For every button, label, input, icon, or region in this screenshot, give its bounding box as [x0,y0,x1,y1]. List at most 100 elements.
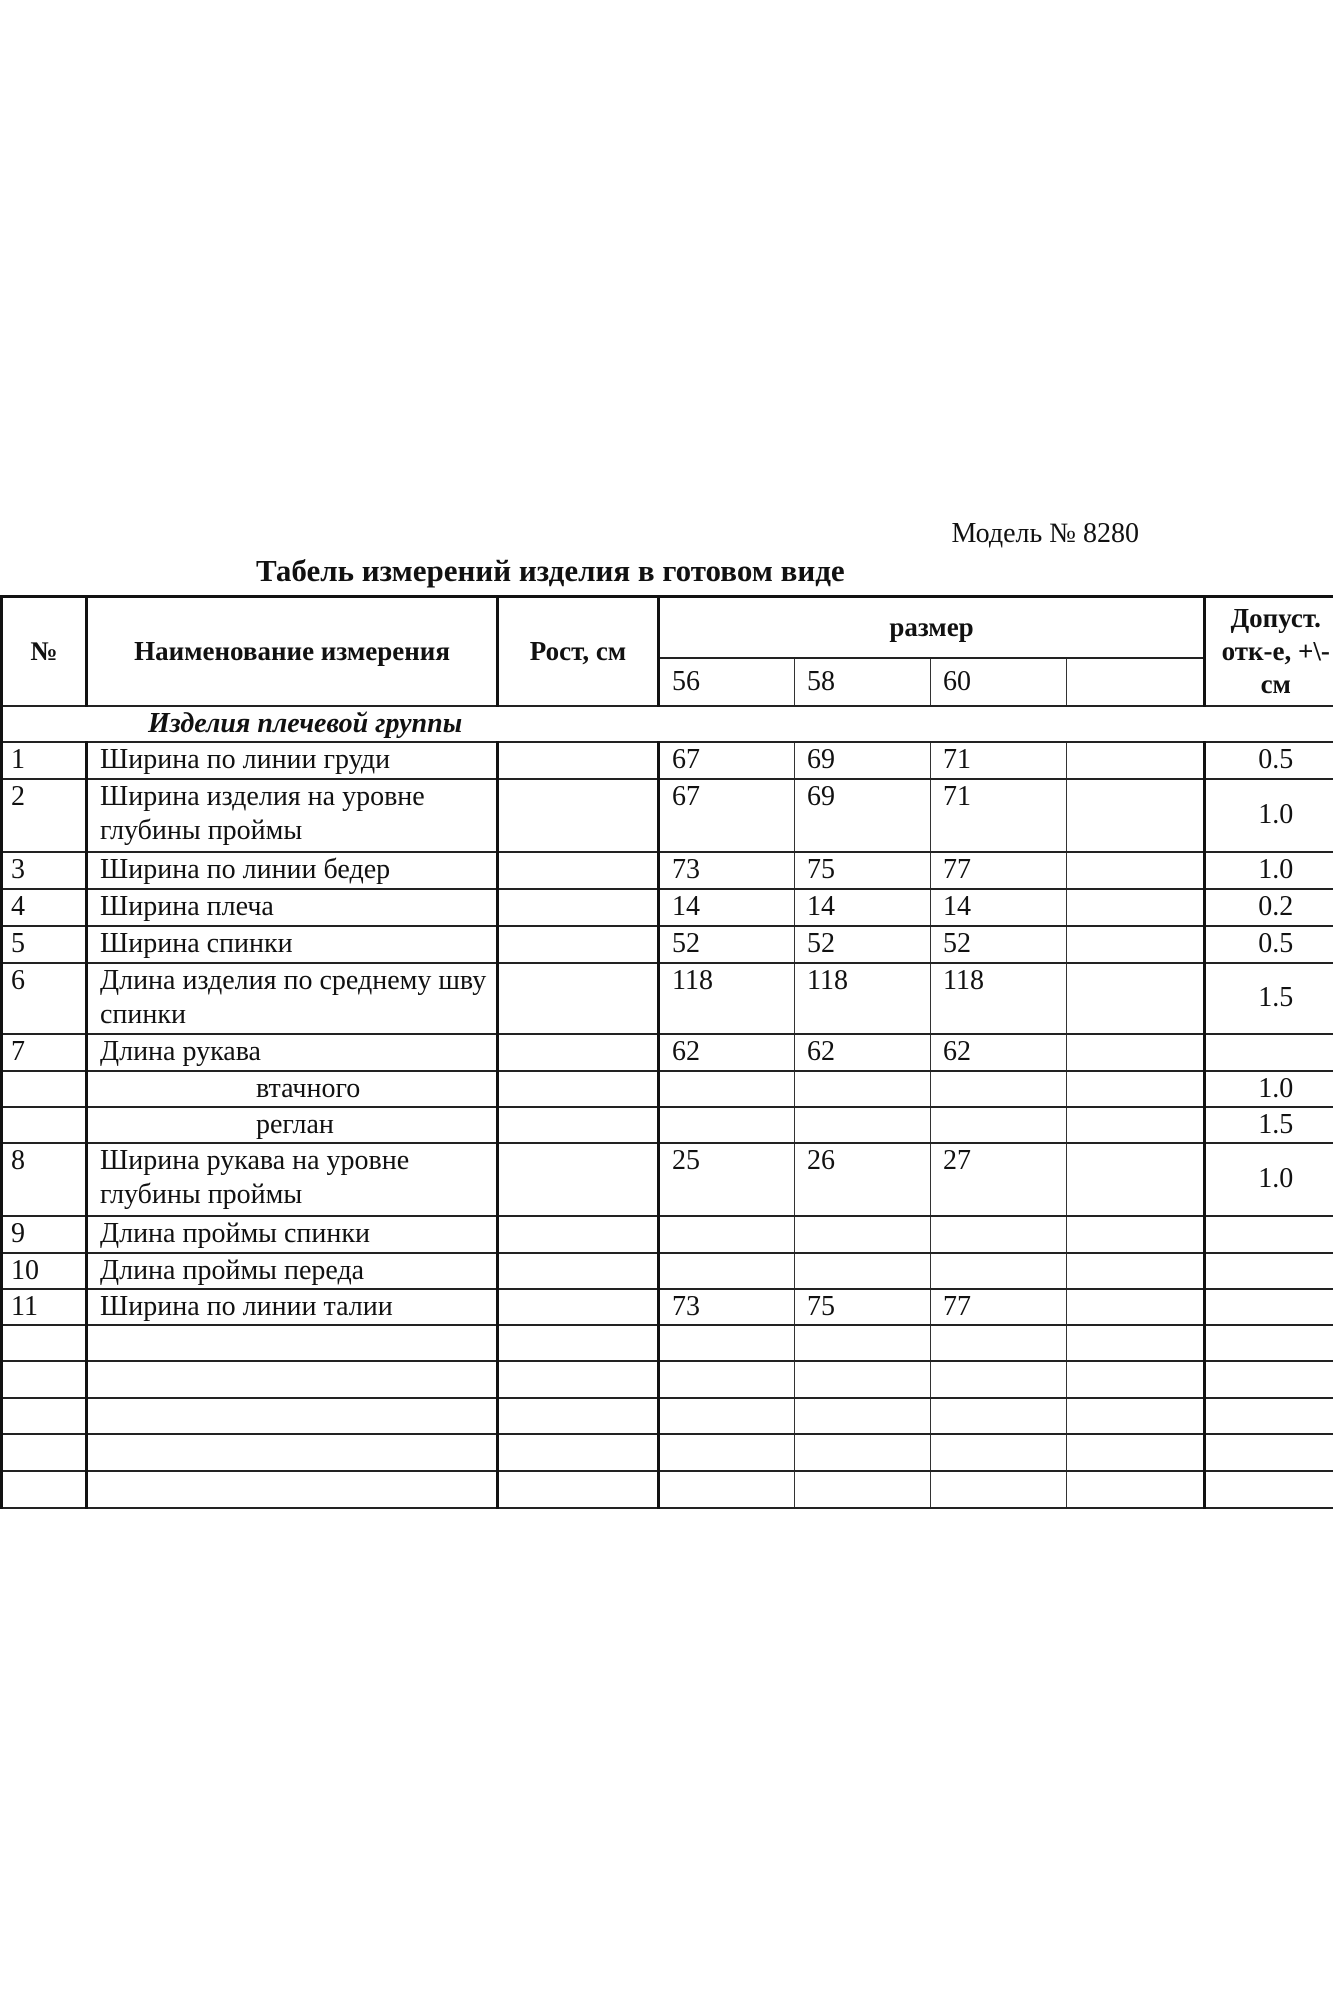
height-cell [496,1141,660,1217]
row-number: 3 [0,850,88,890]
tolerance-value [1203,1032,1333,1072]
height-cell [496,1287,660,1326]
size-extra-cell [1066,1359,1206,1399]
size-56-value: 14 [657,887,795,927]
header-height: Рост, см [496,595,660,707]
size-58-value: 62 [794,1032,931,1072]
tolerance-value: 0.5 [1203,740,1333,780]
size-58-value [794,1396,931,1435]
size-extra-cell [1066,961,1206,1035]
size-60-value: 52 [930,924,1067,964]
size-58-value [794,1105,931,1144]
measurement-name [85,1359,499,1399]
size-extra-cell [1066,1251,1206,1290]
size-extra-cell [1066,1432,1206,1472]
size-56-value [657,1323,795,1362]
height-cell [496,1359,660,1399]
size-60-value: 77 [930,850,1067,890]
size-extra-cell [1066,740,1206,780]
tolerance-value: 1.5 [1203,961,1333,1035]
size-60-value [930,1359,1067,1399]
row-number: 9 [0,1214,88,1254]
size-60-value: 118 [930,961,1067,1035]
table-row [0,1469,1333,1509]
row-number: 4 [0,887,88,927]
measurement-name [85,1396,499,1435]
table-row: 6 Длина изделия по среднему шву спинки 118… [0,961,1333,1035]
tolerance-value [1203,1359,1333,1399]
size-56-value [657,1251,795,1290]
size-60-value [930,1251,1067,1290]
tolerance-value: 1.0 [1203,777,1333,853]
size-60-value [930,1214,1067,1254]
size-extra-cell [1066,1105,1206,1144]
row-number [0,1105,88,1144]
size-58-value [794,1359,931,1399]
height-cell [496,887,660,927]
height-cell [496,850,660,890]
table-row: 5 Ширина спинки 52 52 52 0.5 [0,924,1333,964]
measurement-name: Ширина по линии талии [85,1287,499,1326]
row-number: 11 [0,1287,88,1326]
size-extra-cell [1066,1287,1206,1326]
size-56-value: 73 [657,1287,795,1326]
height-cell [496,961,660,1035]
size-header-empty [1066,656,1206,707]
size-56-value: 67 [657,740,795,780]
row-number [0,1469,88,1509]
measurement-name: Ширина рукава на уровне глубины проймы [85,1141,499,1217]
size-60-value [930,1069,1067,1108]
measurement-name: Длина проймы спинки [85,1214,499,1254]
header-name: Наименование измерения [85,595,499,707]
measurement-name: Длина рукава [85,1032,499,1072]
tolerance-value: 0.2 [1203,887,1333,927]
table-row: 9 Длина проймы спинки [0,1214,1333,1254]
table-row: 8 Ширина рукава на уровне глубины проймы 2… [0,1141,1333,1217]
size-56-value [657,1469,795,1509]
height-cell [496,1323,660,1362]
size-56-value [657,1432,795,1472]
row-number: 7 [0,1032,88,1072]
size-header-58: 58 [794,656,931,707]
row-number: 6 [0,961,88,1035]
tolerance-value [1203,1287,1333,1326]
size-58-value: 75 [794,1287,931,1326]
size-60-value [930,1432,1067,1472]
size-58-value: 69 [794,777,931,853]
row-number: 1 [0,740,88,780]
measurement-name [85,1323,499,1362]
size-58-value [794,1323,931,1362]
height-cell [496,777,660,853]
height-cell [496,1251,660,1290]
table-row: 4 Ширина плеча 14 14 14 0.2 [0,887,1333,927]
row-number: 5 [0,924,88,964]
tolerance-value [1203,1396,1333,1435]
height-cell [496,1032,660,1072]
measurement-name: Длина проймы переда [85,1251,499,1290]
size-56-value [657,1105,795,1144]
size-60-value: 71 [930,740,1067,780]
size-extra-cell [1066,1032,1206,1072]
size-56-value: 62 [657,1032,795,1072]
size-extra-cell [1066,887,1206,927]
row-number [0,1359,88,1399]
row-number [0,1069,88,1108]
group-heading: Изделия плечевой группы [0,704,1333,743]
size-56-value [657,1069,795,1108]
measurement-name: Ширина плеча [85,887,499,927]
tolerance-value: 1.5 [1203,1105,1333,1144]
measurement-name: втачного [85,1069,499,1108]
tolerance-value [1203,1469,1333,1509]
measurement-name: реглан [85,1105,499,1144]
size-60-value: 14 [930,887,1067,927]
table-row [0,1432,1333,1472]
document-title: Табель измерений изделия в готовом виде [256,553,845,588]
size-60-value: 27 [930,1141,1067,1217]
size-56-value: 73 [657,850,795,890]
measurement-name: Ширина по линии груди [85,740,499,780]
table-row [0,1396,1333,1435]
height-cell [496,1469,660,1509]
size-header-60: 60 [930,656,1067,707]
size-60-value [930,1323,1067,1362]
size-58-value: 69 [794,740,931,780]
